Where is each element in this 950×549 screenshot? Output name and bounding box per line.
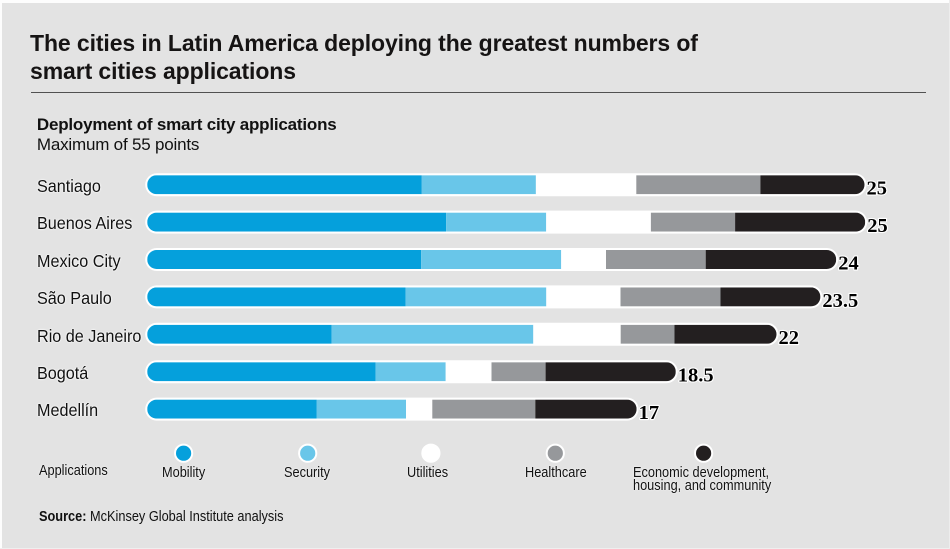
svg-text:18.5: 18.5 [678, 365, 714, 387]
svg-text:24: 24 [838, 252, 859, 274]
svg-text:23.5: 23.5 [822, 290, 858, 312]
svg-text:22: 22 [779, 327, 800, 349]
svg-text:25: 25 [867, 178, 888, 200]
svg-text:17: 17 [639, 402, 660, 424]
svg-text:25: 25 [867, 215, 888, 237]
